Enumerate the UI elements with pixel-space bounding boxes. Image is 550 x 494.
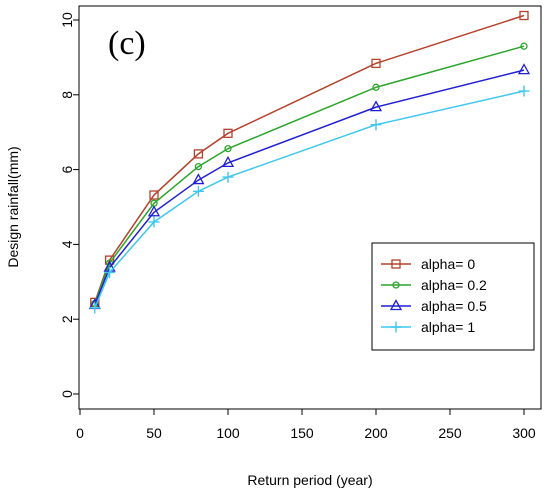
x-tick-label: 200 xyxy=(364,425,388,441)
circle-marker xyxy=(224,145,232,153)
x-tick-label: 50 xyxy=(146,425,162,441)
y-tick-label: 4 xyxy=(59,240,75,248)
legend-frame xyxy=(371,242,535,351)
x-axis-title: Return period (year) xyxy=(247,472,372,488)
triangle-marker xyxy=(369,100,383,112)
plus-marker xyxy=(148,216,160,228)
triangle-marker xyxy=(517,63,531,75)
y-tick-label: 8 xyxy=(59,91,75,99)
triangle-marker xyxy=(221,156,235,168)
plus-marker xyxy=(104,266,116,278)
x-tick-label: 300 xyxy=(512,425,536,441)
y-axis-title: Design rainfall(mm) xyxy=(5,146,21,267)
circle-marker xyxy=(392,281,400,289)
circle-marker xyxy=(194,162,203,171)
circle-marker xyxy=(520,42,528,50)
square-marker xyxy=(193,149,204,159)
series-layer xyxy=(88,10,531,314)
circle-marker xyxy=(372,83,380,91)
x-tick-label: 250 xyxy=(438,425,462,441)
plus-marker xyxy=(192,185,204,197)
plus-marker xyxy=(222,171,234,183)
triangle-marker xyxy=(389,299,403,311)
square-marker xyxy=(391,259,401,269)
panel-label: (c) xyxy=(108,25,146,62)
x-tick-label: 150 xyxy=(290,425,314,441)
x-axis: 0 50 100 150 200 250 300 xyxy=(76,409,536,441)
y-tick-label: 0 xyxy=(59,390,75,398)
triangle-marker xyxy=(192,173,205,185)
legend-label: alpha= 0 xyxy=(421,256,475,272)
legend-label: alpha= 0.2 xyxy=(421,277,487,293)
plus-marker xyxy=(370,119,382,131)
legend-label: alpha= 0.5 xyxy=(421,298,487,314)
legend-label: alpha= 1 xyxy=(421,319,475,335)
triangle-marker xyxy=(147,205,161,217)
square-marker xyxy=(519,10,529,21)
x-tick-label: 100 xyxy=(216,425,240,441)
plot-frame xyxy=(78,5,542,410)
square-marker xyxy=(371,58,381,69)
plus-marker xyxy=(518,85,530,97)
legend: alpha= 0 alpha= 0.2 alpha= 0.5 alpha= 1 xyxy=(371,242,535,351)
plus-marker xyxy=(89,302,101,314)
series-3 xyxy=(89,85,530,314)
square-marker xyxy=(223,128,233,138)
square-marker xyxy=(149,190,159,200)
y-axis: 0 2 4 6 8 10 xyxy=(59,12,79,398)
y-tick-label: 10 xyxy=(59,12,75,28)
y-tick-label: 6 xyxy=(59,165,75,173)
x-tick-label: 0 xyxy=(76,425,84,441)
plus-marker xyxy=(390,321,402,333)
y-tick-label: 2 xyxy=(59,315,75,323)
